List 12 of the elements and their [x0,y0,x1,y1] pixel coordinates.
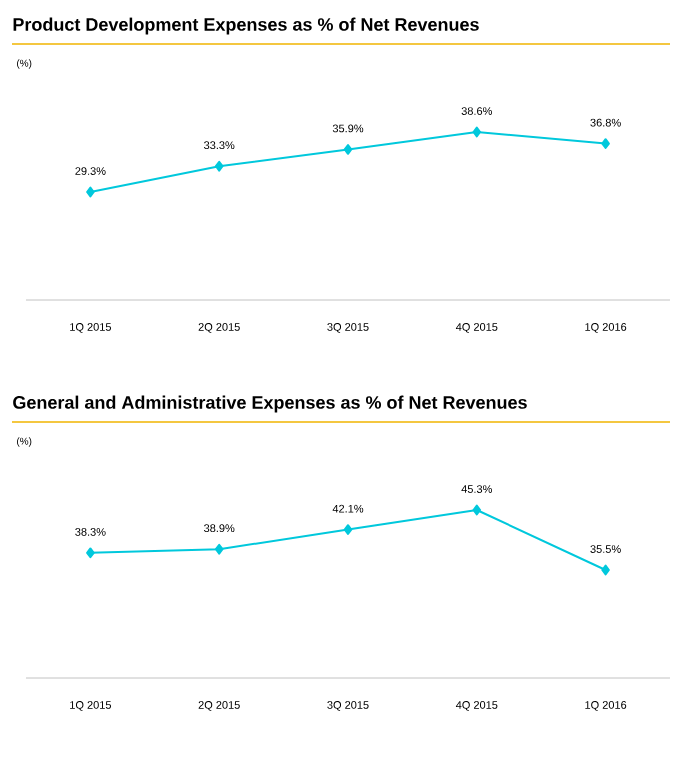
point [214,543,224,555]
chart-title: General and Administrative Expenses as % of Net Revenues [13,395,527,413]
chart-title: Product Development Expenses as % of Net Revenues [13,17,479,35]
point [86,186,95,198]
point [472,504,482,516]
point [601,564,610,576]
point [601,138,610,150]
point [214,160,224,172]
point [343,144,353,155]
point [86,547,95,559]
point [472,126,482,138]
point [343,524,353,535]
